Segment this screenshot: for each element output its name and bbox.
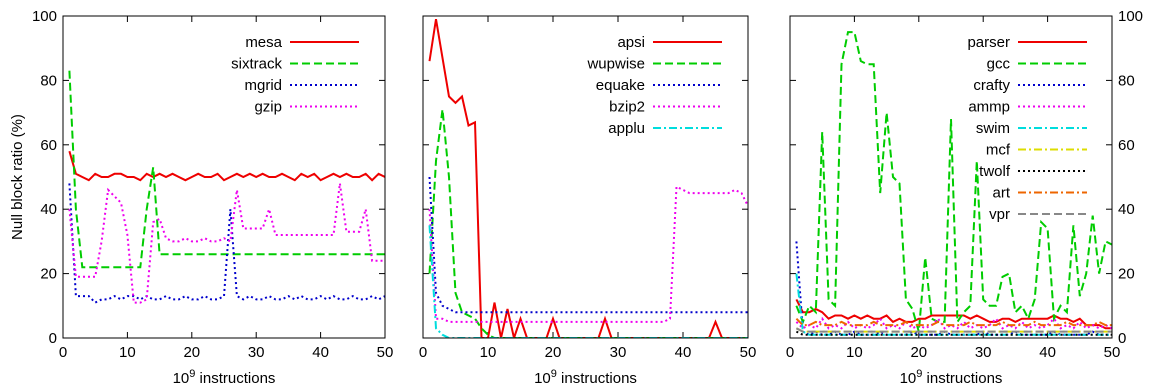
series-group <box>795 31 1112 336</box>
legend-label-bzip2: bzip2 <box>609 99 645 116</box>
plot-frame <box>789 15 1113 339</box>
y-tick-label-right: 100 <box>1118 8 1143 25</box>
y-tick-label: 0 <box>49 330 57 347</box>
x-tick-label: 40 <box>312 344 329 361</box>
x-tick-label: 0 <box>786 344 794 361</box>
series-line-art <box>795 317 1112 327</box>
x-tick-label: 30 <box>975 344 992 361</box>
panel-2: 0 10 20 30 40 50 apsi wupwise equake bzip2 applu 10… <box>419 15 757 387</box>
y-axis-label: Null block ratio (%) <box>9 114 26 240</box>
legend-label-applu: applu <box>608 120 645 137</box>
x-axis-label: 109 instructions <box>900 368 1003 387</box>
legend-label-equake: equake <box>596 77 645 94</box>
x-tick-label: 20 <box>545 344 562 361</box>
series-line-crafty <box>795 241 1112 336</box>
series-line-vpr <box>795 327 1112 333</box>
series-line-ammp <box>795 316 1112 330</box>
series-line-mesa <box>68 150 385 182</box>
x-tick-label: 10 <box>846 344 863 361</box>
x-axis-label: 109 instructions <box>534 368 637 387</box>
x-tick-label: 10 <box>119 344 136 361</box>
x-tick-label: 50 <box>740 344 757 361</box>
legend-label-wupwise: wupwise <box>586 56 645 73</box>
x-axis-label: 109 instructions <box>173 368 276 387</box>
x-tick-label: 20 <box>183 344 200 361</box>
y-tick-label: 80 <box>40 72 57 89</box>
series-group <box>428 19 748 338</box>
legend-label-mcf: mcf <box>986 142 1011 159</box>
y-tick-label-right: 60 <box>1118 137 1135 154</box>
y-tick-label: 40 <box>40 201 57 218</box>
y-tick-label-right: 0 <box>1118 330 1126 347</box>
series-line-swim <box>795 273 1112 336</box>
legend-label-mesa: mesa <box>245 34 282 51</box>
legend-label-parser: parser <box>967 34 1010 51</box>
x-tick-label: 50 <box>377 344 394 361</box>
legend-label-apsi: apsi <box>617 34 645 51</box>
y-tick-label: 60 <box>40 137 57 154</box>
legend-label-gcc: gcc <box>987 56 1011 73</box>
x-tick-label: 0 <box>59 344 67 361</box>
legend-label-swim: swim <box>976 120 1010 137</box>
panel-1: 0 10 20 30 40 50 0 20 40 60 80 100 mesa sixtrack mgrid… <box>9 8 393 387</box>
x-tick-label: 30 <box>248 344 265 361</box>
series-line-gzip <box>68 183 385 304</box>
legend-label-mgrid: mgrid <box>244 77 282 94</box>
series-line-gcc <box>795 31 1112 332</box>
legend-label-twolf: twolf <box>979 163 1011 180</box>
y-tick-label: 100 <box>32 8 57 25</box>
panel-3: 0 10 20 30 40 50020406080100parsergcccraftyam… <box>786 8 1143 387</box>
y-tick-label-right: 40 <box>1118 201 1135 218</box>
x-tick-label: 10 <box>480 344 497 361</box>
series-line-parser <box>795 298 1112 330</box>
legend-label-art: art <box>992 185 1010 202</box>
x-tick-label: 20 <box>910 344 927 361</box>
plot-frame <box>62 15 386 339</box>
legend-label-vpr: vpr <box>989 206 1010 223</box>
legend-label-sixtrack: sixtrack <box>231 56 282 73</box>
x-tick-label: 40 <box>675 344 692 361</box>
y-tick-label-right: 80 <box>1118 72 1135 89</box>
legend-label-gzip: gzip <box>254 99 282 116</box>
series-line-wupwise <box>428 109 748 338</box>
legend-label-crafty: crafty <box>973 77 1010 94</box>
x-tick-label: 50 <box>1104 344 1121 361</box>
y-tick-label: 20 <box>40 266 57 283</box>
x-tick-label: 30 <box>610 344 627 361</box>
series-group <box>68 70 385 304</box>
plot-frame <box>422 15 749 339</box>
x-tick-label: 0 <box>419 344 427 361</box>
x-tick-label: 40 <box>1039 344 1056 361</box>
series-line-sixtrack <box>68 70 385 269</box>
legend-label-ammp: ammp <box>968 99 1010 116</box>
y-tick-label-right: 20 <box>1118 266 1135 283</box>
